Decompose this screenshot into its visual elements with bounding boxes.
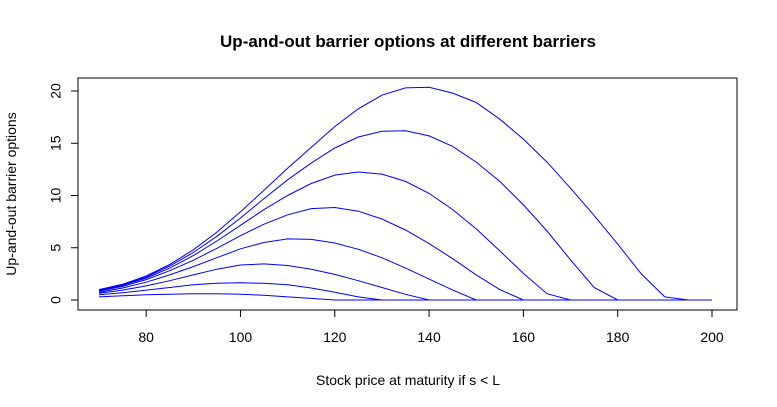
y-tick-label: 0	[48, 296, 64, 304]
series-lines	[98, 86, 712, 301]
x-tick-label: 120	[323, 329, 347, 345]
x-axis: 80 100 120 140 160 180 200	[138, 309, 724, 345]
series-line-8	[98, 86, 712, 301]
x-tick-label: 100	[229, 329, 253, 345]
x-tick-label: 200	[700, 329, 724, 345]
x-tick-label: 180	[606, 329, 630, 345]
y-tick-label: 20	[48, 83, 64, 99]
x-tick-label: 140	[417, 329, 441, 345]
x-axis-label: Stock price at maturity if s < L	[316, 372, 500, 388]
x-tick-label: 160	[512, 329, 536, 345]
plot-frame	[77, 77, 738, 311]
y-tick-label: 15	[48, 135, 64, 151]
series-line-7	[98, 130, 712, 301]
y-axis-label: Up-and-out barrier options	[3, 112, 19, 275]
y-tick-label: 10	[48, 188, 64, 204]
x-tick-label: 80	[138, 329, 154, 345]
series-line-3	[98, 263, 712, 301]
chart-title: Up-and-out barrier options at different …	[220, 32, 596, 51]
series-line-2	[98, 282, 712, 301]
y-tick-label: 5	[48, 244, 64, 252]
series-line-4	[98, 238, 712, 301]
y-axis: 0 5 10 15 20	[48, 83, 79, 304]
series-line-6	[98, 171, 712, 301]
